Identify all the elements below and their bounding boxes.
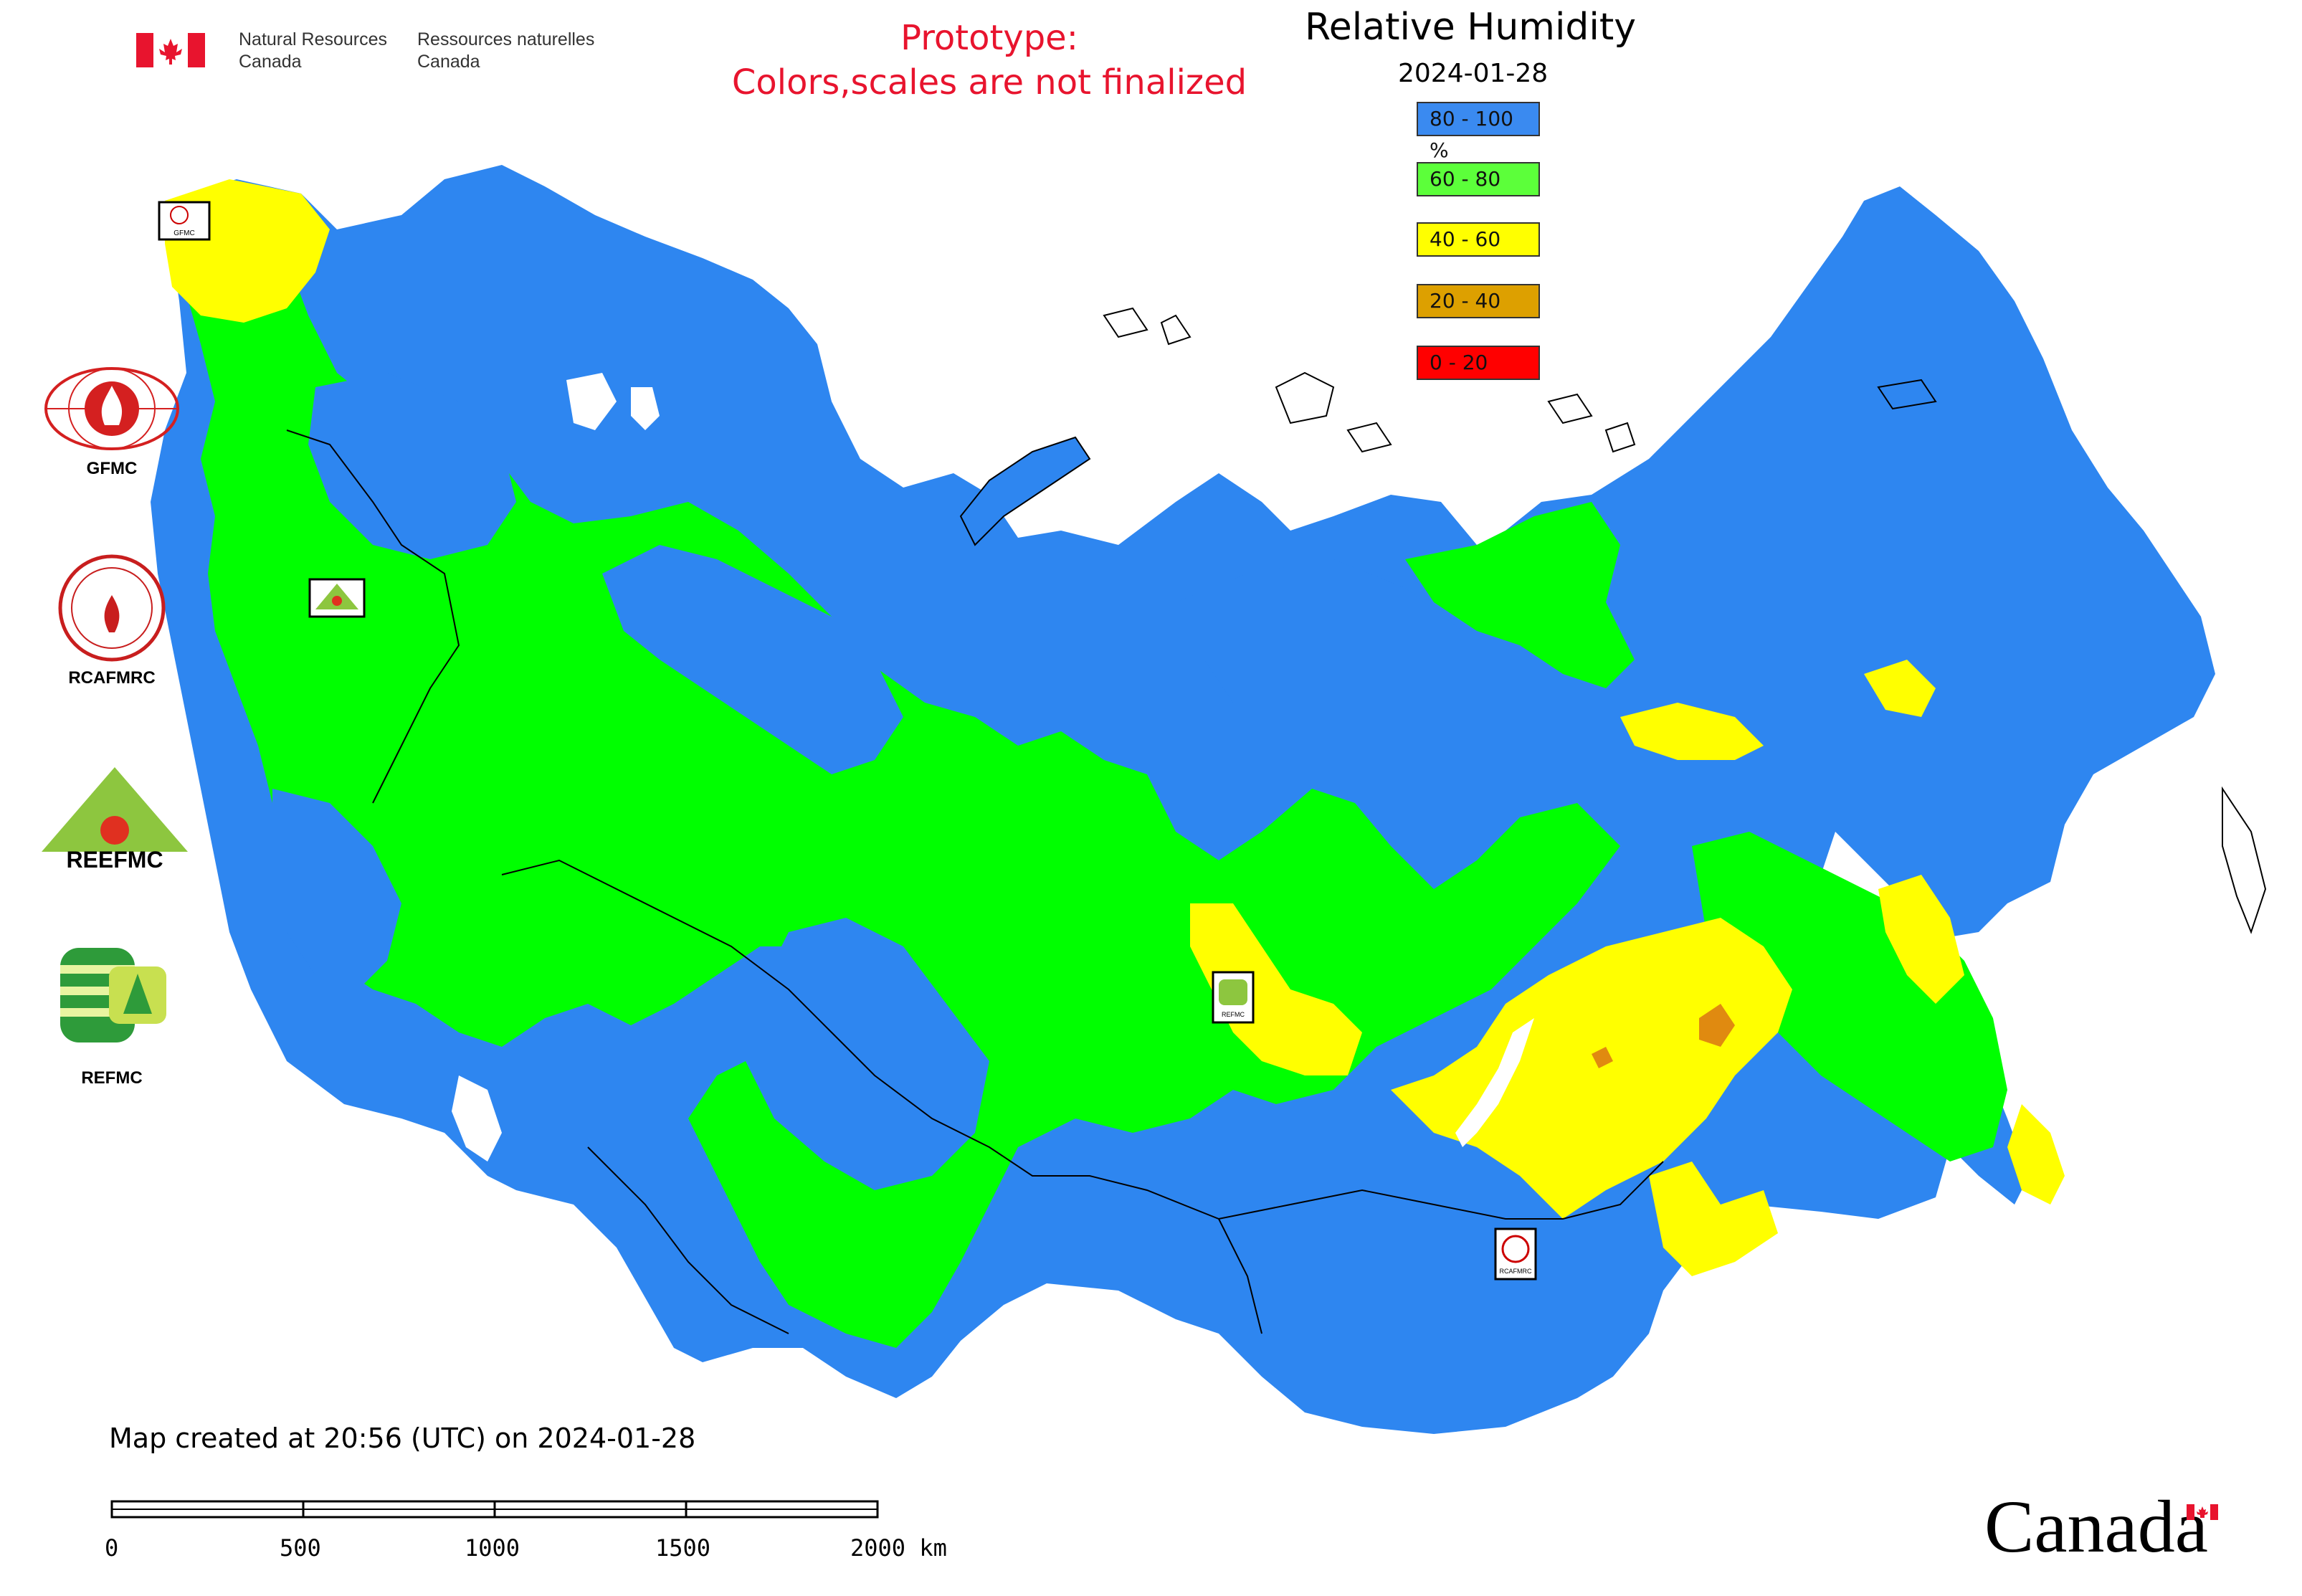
new-siberian-islands (1547, 393, 1636, 453)
rcafmrc-label: RCAFMRC (68, 668, 156, 688)
canada-flag-icon (136, 33, 205, 67)
region-orange-2 (1592, 1047, 1613, 1068)
gfmc-label: GFMC (86, 459, 138, 478)
region-yellow-krasnoyarsk (1190, 903, 1362, 1075)
legend-item-60-80: 60 - 80 (1417, 162, 1540, 196)
lake-onega (631, 387, 660, 430)
map-badge-reefmc (308, 578, 366, 618)
agency-en-line1: Natural Resources (239, 29, 388, 49)
wrangel-island (1877, 379, 1937, 410)
agency-en-line2: Canada (239, 52, 302, 72)
refmc-logo: REFMC (40, 945, 184, 1088)
region-blue-central (1176, 559, 1491, 810)
reefmc-logo: REEFMC (36, 766, 194, 873)
scale-tick-1500: 1500 (655, 1534, 711, 1562)
canada-wordmark-flag-icon (2187, 1504, 2218, 1520)
boundary-lines (286, 429, 1664, 1334)
map-badge-refmc-text: REFMC (1222, 1011, 1245, 1018)
prototype-notice: Prototype: Colors,scales are not finaliz… (645, 16, 1333, 105)
region-blue-northwest (308, 373, 516, 559)
map-title: Relative Humidity (1305, 6, 1637, 49)
scale-bar (109, 1498, 883, 1520)
rcafmrc-logo: RCAFMRC (40, 552, 184, 688)
legend-item-40-60: 40 - 60 (1417, 222, 1540, 257)
scale-tick-0: 0 (105, 1534, 119, 1562)
region-blue-northcentral (602, 545, 903, 774)
reefmc-wordmark: REEFMC (66, 847, 163, 873)
japan-outline (2222, 786, 2267, 934)
franz-josef-land (1103, 307, 1192, 346)
scale-tick-1000: 1000 (465, 1534, 520, 1562)
agency-name-fr: Ressources naturelles Canada (417, 29, 594, 73)
map-date: 2024-01-28 (1398, 59, 1549, 88)
map-badge-gfmc: GFMC (158, 201, 211, 241)
map-created-text: Map created at 20:56 (UTC) on 2024-01-28 (109, 1422, 696, 1454)
agency-fr-line1: Ressources naturelles (417, 29, 595, 49)
region-yellow-primorye (1878, 875, 1964, 1004)
lake-ladoga (566, 373, 617, 430)
scale-tick-2000: 2000 km (850, 1534, 947, 1562)
map-badge-refmc: REFMC (1212, 971, 1255, 1024)
novaya-zemlya (959, 436, 1091, 546)
region-yellow-east (1620, 703, 1764, 760)
region-blue-westcoast (272, 789, 401, 989)
severnaya-zemlya (1275, 371, 1392, 453)
region-green-west (172, 229, 1620, 1348)
map-badge-gfmc-text: GFMC (173, 229, 194, 237)
region-green-east (1405, 502, 1635, 688)
region-orange-1 (1699, 1004, 1735, 1047)
region-yellow-baikal (1391, 918, 1792, 1219)
canada-wordmark: Canada (1984, 1486, 2208, 1568)
region-blue-westsiberia (746, 918, 989, 1190)
lake-baikal (1455, 1018, 1534, 1147)
gfmc-logo: GFMC (40, 364, 184, 479)
legend-item-0-20: 0 - 20 (1417, 346, 1540, 380)
refmc-label: REFMC (81, 1068, 143, 1088)
prototype-line2: Colors,scales are not finalized (731, 62, 1247, 103)
map-badge-rcafmrc: RCAFMRC (1494, 1227, 1537, 1281)
region-green-fareast (1692, 832, 2007, 1162)
region-yellow-amur (1649, 1162, 1778, 1276)
agency-name-en: Natural Resources Canada (239, 29, 387, 73)
region-yellow-sakhalin (2007, 1104, 2065, 1205)
prototype-line1: Prototype: (900, 18, 1078, 58)
legend-item-20-40: 20 - 40 (1417, 284, 1540, 318)
caspian-white (452, 1075, 502, 1162)
region-yellow-kamchatka (1864, 660, 1936, 717)
agency-fr-line2: Canada (417, 52, 480, 72)
scale-tick-500: 500 (280, 1534, 321, 1562)
legend-item-80-100: 80 - 100 % (1417, 102, 1540, 162)
map-badge-rcafmrc-text: RCAFMRC (1500, 1268, 1532, 1275)
